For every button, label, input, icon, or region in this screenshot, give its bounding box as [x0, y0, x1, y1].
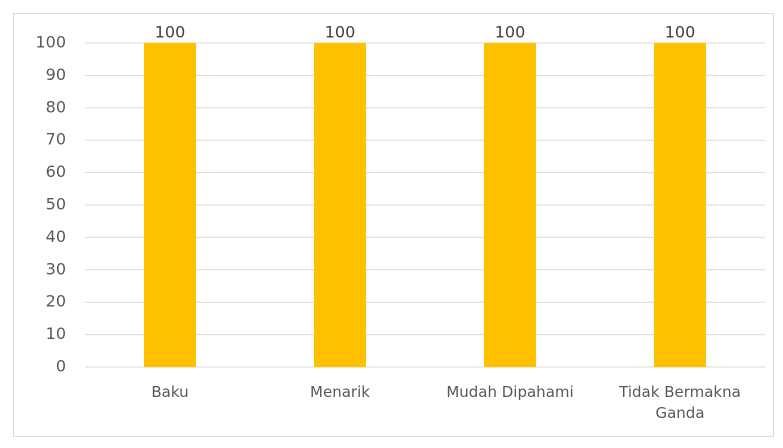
- y-tick-label: 10: [46, 324, 66, 343]
- y-tick-label: 90: [46, 65, 66, 84]
- x-tick-label: Mudah Dipahami: [446, 383, 574, 401]
- y-tick-label: 20: [46, 292, 66, 311]
- bar: [144, 43, 196, 367]
- data-label: 100: [155, 23, 186, 42]
- y-tick-label: 80: [46, 97, 66, 116]
- y-tick-label: 100: [35, 33, 66, 52]
- y-tick-label: 30: [46, 259, 66, 278]
- bar: [484, 43, 536, 367]
- bar: [314, 43, 366, 367]
- x-tick-label: Menarik: [310, 383, 370, 401]
- y-tick-label: 70: [46, 130, 66, 149]
- data-label: 100: [495, 23, 526, 42]
- data-label: 100: [325, 23, 356, 42]
- y-tick-label: 60: [46, 162, 66, 181]
- y-tick-label: 40: [46, 227, 66, 246]
- chart-border: [13, 13, 774, 437]
- y-tick-label: 50: [46, 195, 66, 214]
- data-label: 100: [665, 23, 696, 42]
- x-tick-label: Tidak Bermakna Ganda: [619, 383, 741, 422]
- bar: [654, 43, 706, 367]
- x-tick-label: Baku: [151, 383, 189, 401]
- y-tick-label: 0: [56, 357, 66, 376]
